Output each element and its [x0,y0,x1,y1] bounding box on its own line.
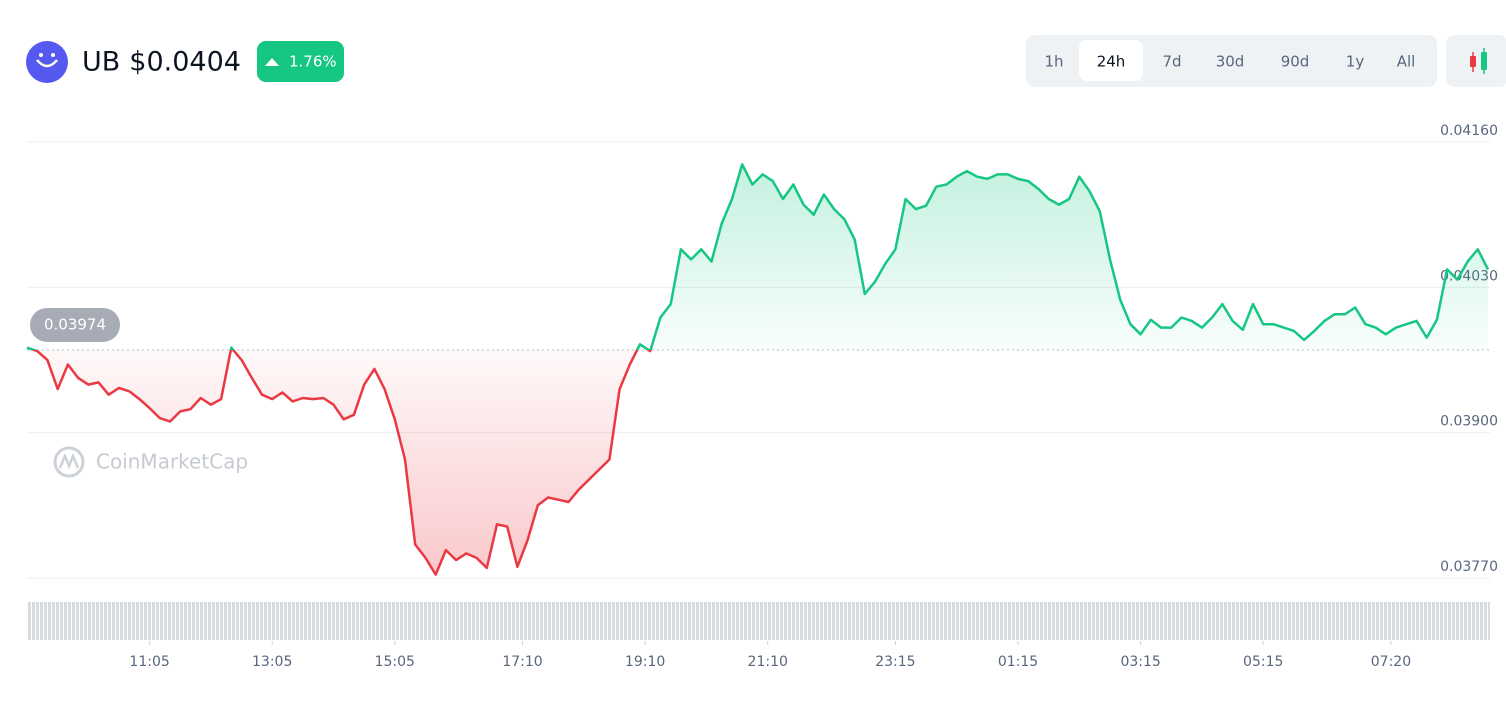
timeframe-option[interactable]: 30d [1216,53,1245,71]
x-tick-label: 17:10 [502,654,542,670]
logo-eye [51,53,55,57]
watermark-logo [58,452,80,470]
baseline-pill [30,307,120,342]
y-tick-label: 0.03770 [1440,559,1498,575]
x-tick-label: 05:15 [1243,654,1283,670]
x-tick-label: 15:05 [375,654,415,670]
watermark-text: CoinMarketCap [96,450,248,474]
x-tick-label: 13:05 [252,654,292,670]
watermark-logo [53,446,85,478]
x-tick-label: 19:10 [625,654,665,670]
timeframe-active [1079,40,1143,81]
y-tick-label: 0.03900 [1440,414,1498,430]
timeframe-option[interactable]: 7d [1162,53,1181,71]
candle-icon [1470,56,1476,67]
area-fill [27,164,1488,575]
timeframe-option[interactable]: 1y [1346,53,1365,71]
change-value: 1.76% [289,53,337,71]
change-pill [257,41,344,82]
logo-smile [36,59,58,68]
volume-bars [27,602,1490,640]
logo-eye [39,53,43,57]
coin-logo [26,41,68,83]
coin-symbol: UB [82,47,120,78]
timeframe-group: 1h 24h 7d 30d 90d 1y All [1044,40,1415,81]
chart-type-button[interactable] [1446,35,1506,87]
candle-icon [1481,52,1487,70]
x-tick-label: 21:10 [748,654,788,670]
timeframe-option[interactable]: 24h [1097,53,1126,71]
timeframe-option[interactable]: 1h [1044,53,1063,71]
x-tick-label: 07:20 [1371,654,1411,670]
watermark: CoinMarketCap [53,446,248,478]
coin-price: $0.0404 [129,47,241,78]
x-tick-label: 23:15 [875,654,915,670]
timeframe-option[interactable]: 90d [1281,53,1310,71]
timeframe-option[interactable]: All [1397,53,1416,71]
plot: 0.037700.039000.040300.0416011:0513:0515… [26,123,1498,670]
y-tick-label: 0.04160 [1440,123,1498,139]
x-tick-label: 01:15 [998,654,1038,670]
x-tick-label: 03:15 [1120,654,1160,670]
up-arrow [265,58,279,66]
x-tick-label: 11:05 [129,654,169,670]
baseline-label: 0.03974 [44,315,106,333]
price-line [26,163,1490,576]
